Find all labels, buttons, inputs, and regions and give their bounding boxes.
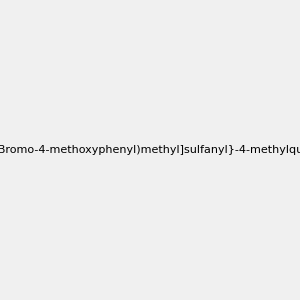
Text: 2-{[(3-Bromo-4-methoxyphenyl)methyl]sulfanyl}-4-methylquinoline: 2-{[(3-Bromo-4-methoxyphenyl)methyl]sulf… <box>0 145 300 155</box>
